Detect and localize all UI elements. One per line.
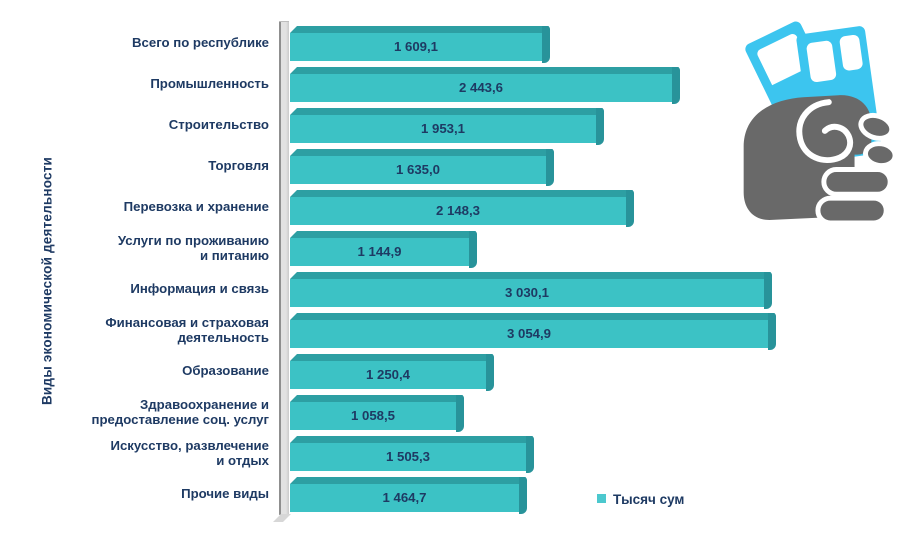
bar-zone: 1 505,3 [278,433,919,474]
fist-icon [743,95,898,226]
bar-row: Промышленность 2 443,6 [0,64,919,105]
category-label: Строительство [168,117,269,133]
category-label: Торговля [208,158,269,174]
plot-area: Всего по республике 1 609,1 Промышленнос… [0,23,919,515]
legend-label: Тысяч сум [613,492,685,507]
bar: 2 443,6 [290,67,680,104]
bar-zone: 1 144,9 [278,228,919,269]
bar: 1 635,0 [290,149,554,186]
category-label: Прочие виды [181,486,269,502]
bar: 1 250,4 [290,354,494,391]
bar-zone: 1 058,5 [278,392,919,433]
bar: 1 505,3 [290,436,534,473]
bar-zone: 2 443,6 [278,64,919,105]
bar: 2 148,3 [290,190,634,227]
bar-zone: 1 635,0 [278,146,919,187]
category-label: Искусство, развлечение и отдых [110,437,269,468]
bar: 1 609,1 [290,26,550,63]
fist-holding-money-icon [743,21,898,226]
value-label: 1 635,0 [396,162,440,177]
value-label: 1 250,4 [366,367,410,382]
bar-zone: 3 054,9 [278,310,919,351]
value-label: 3 030,1 [505,285,549,300]
bar-row: Торговля 1 635,0 [0,146,919,187]
value-label: 2 443,6 [459,80,503,95]
bar-row: Перевозка и хранение 2 148,3 [0,187,919,228]
bar-row: Услуги по проживанию и питанию 1 144,9 [0,228,919,269]
legend-swatch-icon [597,494,606,503]
value-label: 2 148,3 [436,203,480,218]
value-label: 1 464,7 [382,490,427,505]
bar-row: Информация и связь 3 030,1 [0,269,919,310]
bar-zone: 3 030,1 [278,269,919,310]
category-label: Услуги по проживанию и питанию [117,232,269,263]
value-label: 1 144,9 [357,244,402,259]
category-label: Информация и связь [130,281,269,297]
value-label: 1 058,5 [351,408,395,423]
value-label: 1 609,1 [394,39,438,54]
bar: 3 030,1 [290,272,772,309]
bar-row: Прочие виды 1 464,7 [0,474,919,515]
bar-row: Искусство, развлечение и отдых 1 505,3 [0,433,919,474]
bar-zone: 1 464,7 [278,474,919,515]
axis-wall [279,21,289,515]
category-label: Перевозка и хранение [123,199,269,215]
category-label: Здравоохранение и предоставление соц. ус… [91,396,269,427]
legend: Тысяч сум [597,492,684,507]
bar-zone: 1 953,1 [278,105,919,146]
category-label: Образование [182,363,269,379]
bar: 1 953,1 [290,108,604,145]
bar-zone: 2 148,3 [278,187,919,228]
value-label: 1 953,1 [421,121,465,136]
bar: 1 464,7 [290,477,527,514]
bar-row: Образование 1 250,4 [0,351,919,392]
bar: 1 058,5 [290,395,464,432]
bar: 1 144,9 [290,231,477,268]
bar-row: Всего по республике 1 609,1 [0,23,919,64]
bar-zone: 1 609,1 [278,23,919,64]
category-label: Всего по республике [132,35,269,51]
bar: 3 054,9 [290,313,776,350]
bar-zone: 1 250,4 [278,351,919,392]
value-label: 3 054,9 [507,326,551,341]
category-label: Финансовая и страховая деятельность [105,314,269,345]
bar-row: Здравоохранение и предоставление соц. ус… [0,392,919,433]
bar-row: Строительство 1 953,1 [0,105,919,146]
bar-row: Финансовая и страховая деятельность 3 05… [0,310,919,351]
category-label: Промышленность [150,76,269,92]
value-label: 1 505,3 [386,449,430,464]
